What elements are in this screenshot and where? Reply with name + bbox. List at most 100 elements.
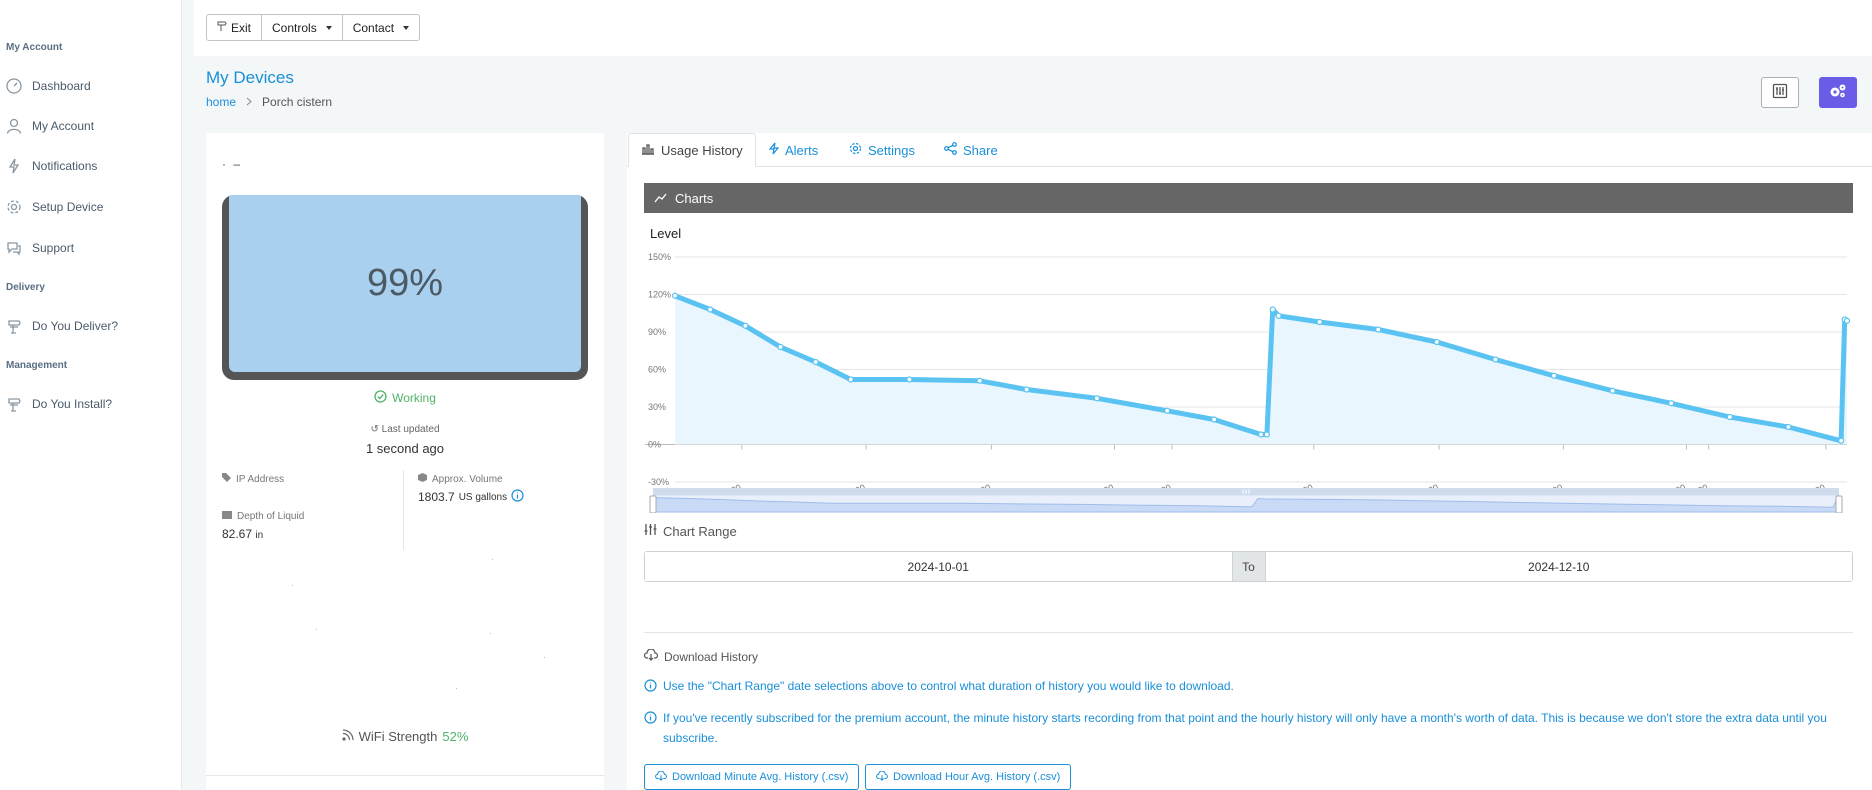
bolt-icon <box>768 142 780 158</box>
sidebar-item-label: Dashboard <box>32 79 91 93</box>
breadcrumb-home-link[interactable]: home <box>206 95 237 109</box>
data-point <box>1785 423 1792 431</box>
device-card: · – 99% Working ↺ Last updated 1 second … <box>206 133 604 790</box>
download-minute-button[interactable]: Download Minute Avg. History (.csv) <box>644 764 860 790</box>
contact-dropdown[interactable]: Contact <box>342 14 421 41</box>
y-tick-label: 60% <box>648 365 666 375</box>
range-to-input[interactable] <box>1265 552 1852 581</box>
download-note-premium-text: If you've recently subscribed for the pr… <box>663 711 1827 745</box>
chart-series <box>671 292 1851 445</box>
volume-value: 1803.7 US gallons <box>418 489 524 505</box>
chevron-right-icon <box>246 95 252 109</box>
speck <box>490 633 491 634</box>
controls-dropdown[interactable]: Controls <box>262 14 343 41</box>
trend-icon <box>654 191 667 206</box>
tab-share[interactable]: Share <box>932 133 1010 167</box>
speck <box>316 629 317 630</box>
sidebar-item-dashboard[interactable]: Dashboard <box>0 72 182 100</box>
charts-header: Charts <box>644 183 1853 213</box>
y-tick-label: 150% <box>648 252 671 262</box>
ip-address-text: IP Address <box>236 473 285 485</box>
data-point <box>1164 407 1171 414</box>
caret-down-icon <box>403 25 410 30</box>
device-detail-panel: Usage History Alerts Settings Share Char… <box>627 133 1872 790</box>
data-point <box>1375 326 1382 333</box>
navigator-series <box>652 497 1840 513</box>
data-point <box>1838 437 1845 444</box>
sidebar-item-notifications[interactable]: Notifications <box>0 152 182 180</box>
data-point <box>1668 400 1675 407</box>
download-minute-label: Download Minute Avg. History (.csv) <box>672 771 849 783</box>
sidebar-item-label: Support <box>32 241 75 255</box>
data-point <box>1433 338 1440 346</box>
download-hour-button[interactable]: Download Hour Avg. History (.csv) <box>865 764 1072 790</box>
speck <box>492 559 493 560</box>
ip-address-label: IP Address <box>222 473 284 485</box>
data-point <box>1093 395 1101 402</box>
breadcrumb: home Porch cistern <box>206 95 332 109</box>
y-tick-label: -30% <box>648 477 669 487</box>
wifi-strength: WiFi Strength 52% <box>206 729 604 744</box>
range-from-input[interactable] <box>645 552 1232 581</box>
download-hour-label: Download Hour Avg. History (.csv) <box>893 771 1061 783</box>
range-to-label: To <box>1231 552 1266 581</box>
download-note-range-text: Use the "Chart Range" date selections ab… <box>663 679 1234 693</box>
cloud-download-icon <box>655 770 667 784</box>
tab-label: Alerts <box>785 142 819 158</box>
depth-text: Depth of Liquid <box>237 511 305 522</box>
depth-label: Depth of Liquid <box>222 511 304 522</box>
chart-navigator[interactable] <box>649 488 1843 513</box>
user-icon <box>4 116 24 136</box>
download-note-range: Use the "Chart Range" date selections ab… <box>644 676 1844 698</box>
sidebar-item-do-you-deliver[interactable]: Do You Deliver? <box>0 312 182 340</box>
info-icon <box>644 676 657 698</box>
bolt-icon <box>4 156 24 176</box>
gears-icon <box>1829 83 1847 102</box>
gear-icon <box>4 197 24 217</box>
tab-label: Usage History <box>661 142 743 158</box>
sidebar: My Account Dashboard My Account Notifica… <box>0 0 182 790</box>
device-settings-button[interactable] <box>1819 77 1857 108</box>
device-dots: · – <box>222 157 243 171</box>
sliders-icon <box>644 523 657 539</box>
sidebar-section-delivery: Delivery <box>6 282 45 293</box>
tag-icon <box>222 473 231 485</box>
data-point <box>1257 431 1265 438</box>
volume-number: 1803.7 <box>418 490 455 504</box>
data-point <box>742 322 749 329</box>
navigator-handle-left <box>649 495 657 513</box>
data-point <box>777 343 784 351</box>
tab-bar: Usage History Alerts Settings Share <box>627 133 1872 167</box>
sidebar-item-support[interactable]: Support <box>0 234 182 262</box>
level-chart[interactable]: Level 150%120%90%60%30%0%-30% 10-07 20:0… <box>642 223 1857 513</box>
speck <box>456 688 457 689</box>
series-area <box>675 295 1847 445</box>
depth-value: 82.67 in <box>222 527 263 541</box>
chart-range-label: Chart Range <box>644 523 737 539</box>
card-divider <box>206 775 604 776</box>
sidebar-item-my-account[interactable]: My Account <box>0 112 182 140</box>
data-point <box>1275 312 1282 319</box>
sidebar-item-label: My Account <box>32 119 95 133</box>
gear-icon <box>849 142 862 158</box>
tab-settings[interactable]: Settings <box>837 133 927 167</box>
info-icon[interactable] <box>511 489 524 505</box>
sidebar-item-label: Notifications <box>32 159 98 173</box>
bar-chart-icon <box>641 143 655 158</box>
sidebar-item-label: Do You Deliver? <box>32 319 119 333</box>
data-point <box>1316 318 1323 326</box>
controls-label: Controls <box>272 20 317 35</box>
sliders-button[interactable] <box>1761 77 1799 108</box>
ruler-icon <box>222 511 232 522</box>
share-icon <box>944 142 957 158</box>
exit-button[interactable]: Exit <box>206 14 263 41</box>
tab-alerts[interactable]: Alerts <box>757 133 830 167</box>
sidebar-item-do-you-install[interactable]: Do You Install? <box>0 390 182 418</box>
last-updated-value: 1 second ago <box>365 441 445 456</box>
download-history-title: Download History <box>643 648 758 664</box>
sidebar-item-setup-device[interactable]: Setup Device <box>0 193 182 221</box>
tab-usage-history[interactable]: Usage History <box>628 133 756 167</box>
data-point <box>1023 386 1030 393</box>
chart-title: Level <box>650 226 681 241</box>
navigator-handle-right <box>1835 495 1843 513</box>
